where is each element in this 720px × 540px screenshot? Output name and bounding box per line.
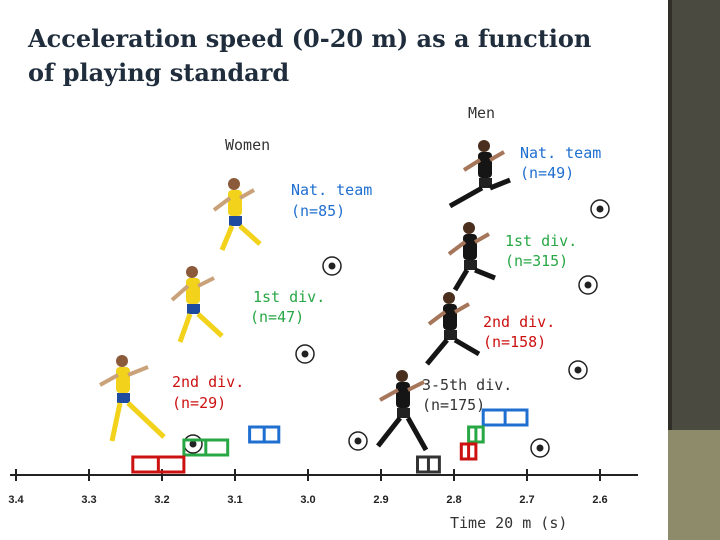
label-men-2nd-div-n: (n=158): [483, 333, 546, 351]
label-men-2nd-div-name: 2nd div.: [483, 313, 555, 331]
ci-box-men-3-5th-div: [416, 455, 441, 474]
chart-title: Acceleration speed (0-20 m) as a functio…: [28, 22, 648, 90]
title-line-1: Acceleration speed (0-20 m) as a functio…: [28, 24, 592, 53]
label-men-1st-div-name: 1st div.: [505, 232, 577, 250]
ball-icon: [530, 438, 550, 458]
label-women-2nd-div-name: 2nd div.: [172, 373, 244, 391]
x-tick-label: 2.9: [373, 494, 388, 506]
ball-icon: [578, 275, 598, 295]
side-bar-line: [668, 0, 672, 540]
ball-icon: [590, 199, 610, 219]
ball-icon: [183, 434, 203, 454]
x-tick-label: 3.2: [154, 494, 169, 506]
man-player-figure-1: [448, 140, 511, 209]
ci-box-women-2nd-div: [131, 455, 186, 474]
ci-box-men-nat-team: [481, 408, 529, 427]
label-men-3-5th-div-n: (n=175): [422, 396, 485, 414]
title-line-2: of playing standard: [28, 58, 290, 87]
woman-player-figure-1: [212, 178, 262, 251]
ci-box-women-1st-div: [182, 438, 230, 457]
woman-player-figure-2: [170, 266, 224, 343]
ball-icon: [295, 344, 315, 364]
label-women-nat-team-n: (n=85): [291, 202, 345, 220]
ball-icon: [568, 360, 588, 380]
label-men-3-5th-div-name: 3-5th div.: [422, 376, 512, 394]
label-men-nat-team-name: Nat. team: [520, 144, 601, 162]
x-tick-label: 2.7: [519, 494, 534, 506]
man-player-figure-4: [376, 370, 429, 452]
ci-box-men-1st-div: [467, 425, 485, 444]
ci-box-men-2nd-div: [459, 442, 478, 461]
group-label-women: Women: [225, 136, 270, 154]
x-tick-label: 3.0: [300, 494, 315, 506]
ci-box-women-nat-team: [248, 425, 281, 444]
woman-player-figure-3: [99, 355, 166, 442]
ball-icon: [348, 431, 368, 451]
man-player-figure-2: [447, 222, 496, 292]
label-women-1st-div-n: (n=47): [250, 308, 304, 326]
x-tick-label: 3.1: [227, 494, 242, 506]
x-tick-label: 2.6: [592, 494, 607, 506]
label-women-nat-team-name: Nat. team: [291, 181, 372, 199]
side-bar-accent: [668, 430, 720, 540]
label-men-nat-team-n: (n=49): [520, 164, 574, 182]
x-tick-label: 2.8: [446, 494, 461, 506]
label-women-2nd-div-n: (n=29): [172, 394, 226, 412]
label-women-1st-div-name: 1st div.: [253, 288, 325, 306]
label-men-1st-div-n: (n=315): [505, 252, 568, 270]
group-label-men: Men: [468, 104, 495, 122]
chart-area: Men Women Nat. team (n=85) 1st div. (n=4…: [8, 104, 638, 532]
x-tick-label: 3.3: [81, 494, 96, 506]
x-axis-title: Time 20 m (s): [450, 514, 567, 532]
man-player-figure-3: [425, 292, 481, 366]
x-tick-label: 3.4: [8, 494, 24, 506]
ball-icon: [322, 256, 342, 276]
